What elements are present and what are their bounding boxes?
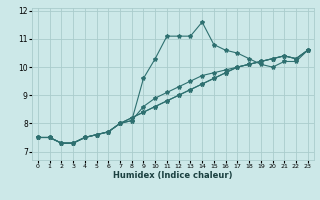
X-axis label: Humidex (Indice chaleur): Humidex (Indice chaleur) <box>113 171 233 180</box>
